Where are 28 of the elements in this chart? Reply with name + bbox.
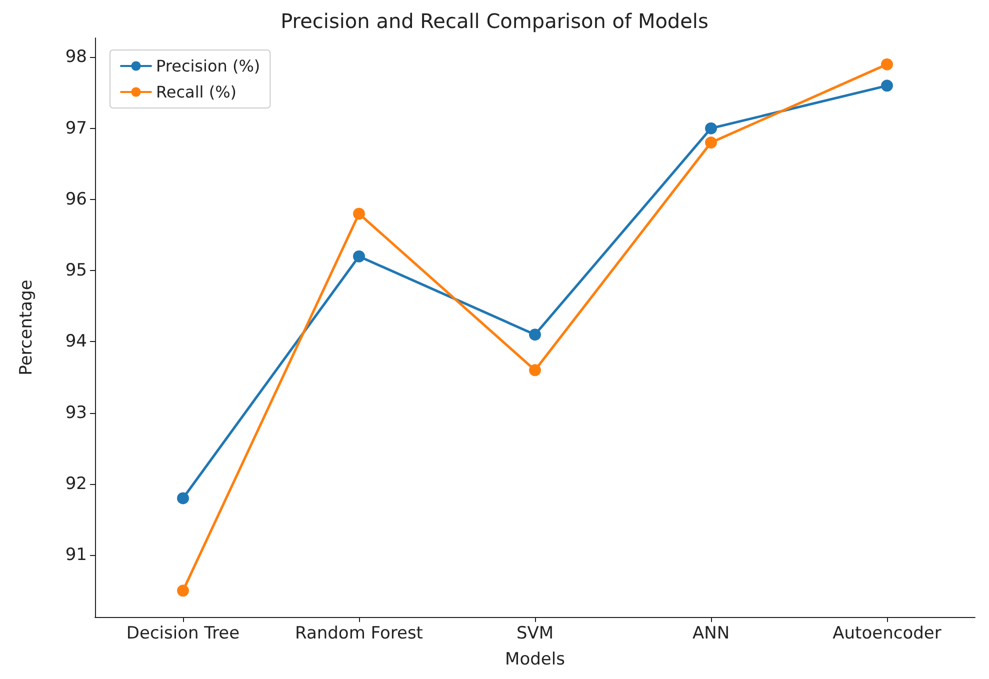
legend-label: Recall (%) (156, 82, 237, 102)
legend-label: Precision (%) (156, 56, 260, 76)
y-tick-label: 95 (65, 260, 87, 281)
point (705, 122, 717, 134)
point (353, 208, 365, 220)
point (177, 492, 189, 504)
x-tick-label: Random Forest (295, 624, 424, 644)
point (177, 584, 189, 597)
y-tick-label: 92 (65, 474, 87, 494)
y-tick-label: 97 (65, 118, 87, 138)
x-tick-label: Decision Tree (126, 624, 240, 644)
point (353, 250, 365, 262)
y-tick-label: 98 (65, 47, 87, 68)
point (705, 136, 717, 149)
y-tick-label: 94 (65, 332, 87, 352)
point (529, 364, 541, 376)
x-tick-label: ANN (692, 624, 730, 644)
x-tick-label: Autoencoder (832, 624, 942, 644)
point (881, 80, 893, 92)
x-axis-title: Models (505, 650, 566, 670)
y-axis-title: Percentage (16, 280, 36, 376)
point (529, 328, 541, 341)
y-tick-label: 93 (65, 402, 87, 423)
point (881, 58, 893, 70)
y-tick-label: 96 (65, 189, 87, 210)
x-tick-label: SVM (516, 624, 554, 644)
y-tick-label: 91 (65, 545, 87, 566)
chart-title: Precision and Recall Comparison of Models (280, 9, 708, 33)
